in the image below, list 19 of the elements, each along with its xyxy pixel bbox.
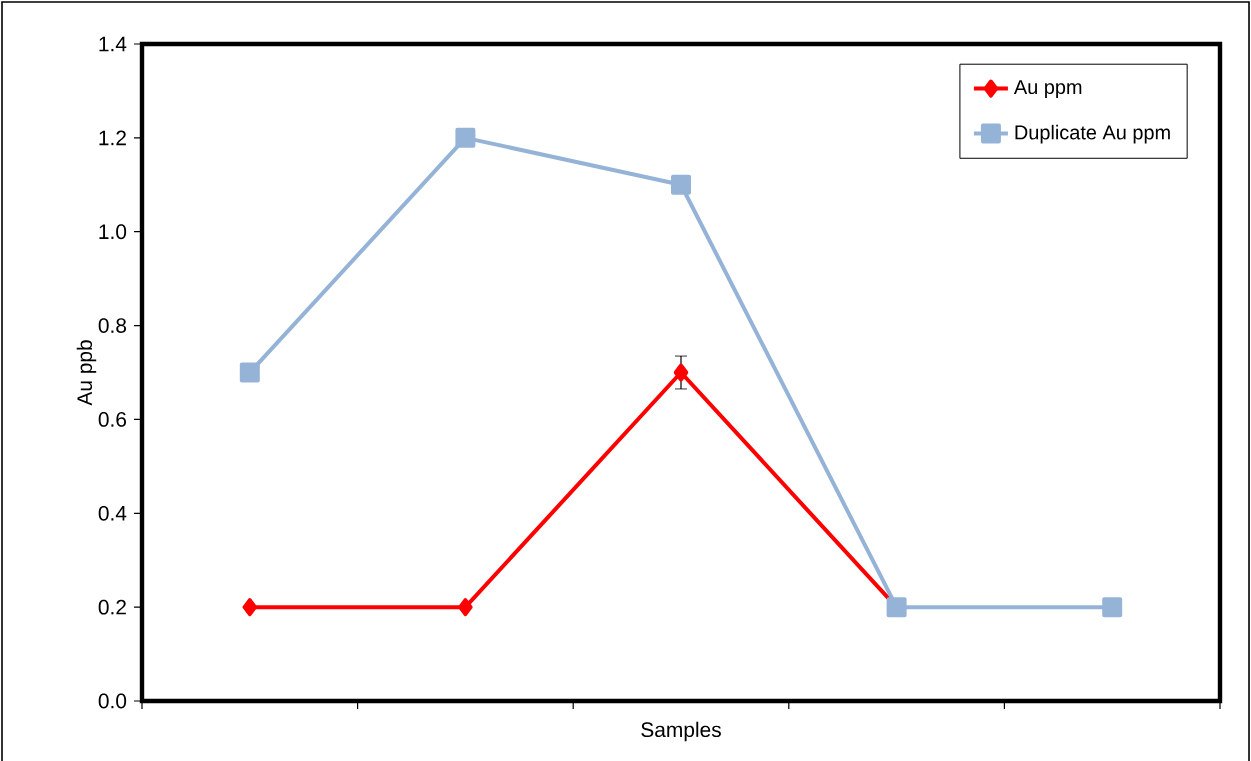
y-tick-label: 1.2 — [99, 130, 126, 146]
point — [1102, 597, 1123, 618]
point — [671, 174, 691, 195]
point — [458, 598, 473, 617]
y-tick-label: 0.6 — [98, 412, 127, 427]
x-axis-title: Samples — [641, 721, 721, 742]
y-tick-label: 0.0 — [98, 693, 127, 709]
y-tick-label: 1.0 — [99, 224, 127, 240]
point — [673, 363, 689, 382]
point — [242, 598, 258, 617]
legend-label: Au ppm — [1013, 80, 1082, 99]
y-tick-label: 1.4 — [99, 36, 127, 52]
y-tick-label: 0.2 — [98, 599, 126, 615]
y-tick-label: 0.4 — [98, 505, 127, 521]
point — [455, 127, 476, 148]
point — [239, 362, 260, 383]
legend-label: Duplicate Au ppm — [1015, 124, 1170, 144]
y-tick-label: 0.8 — [98, 318, 127, 333]
y-axis-title: Au ppb — [76, 340, 97, 406]
